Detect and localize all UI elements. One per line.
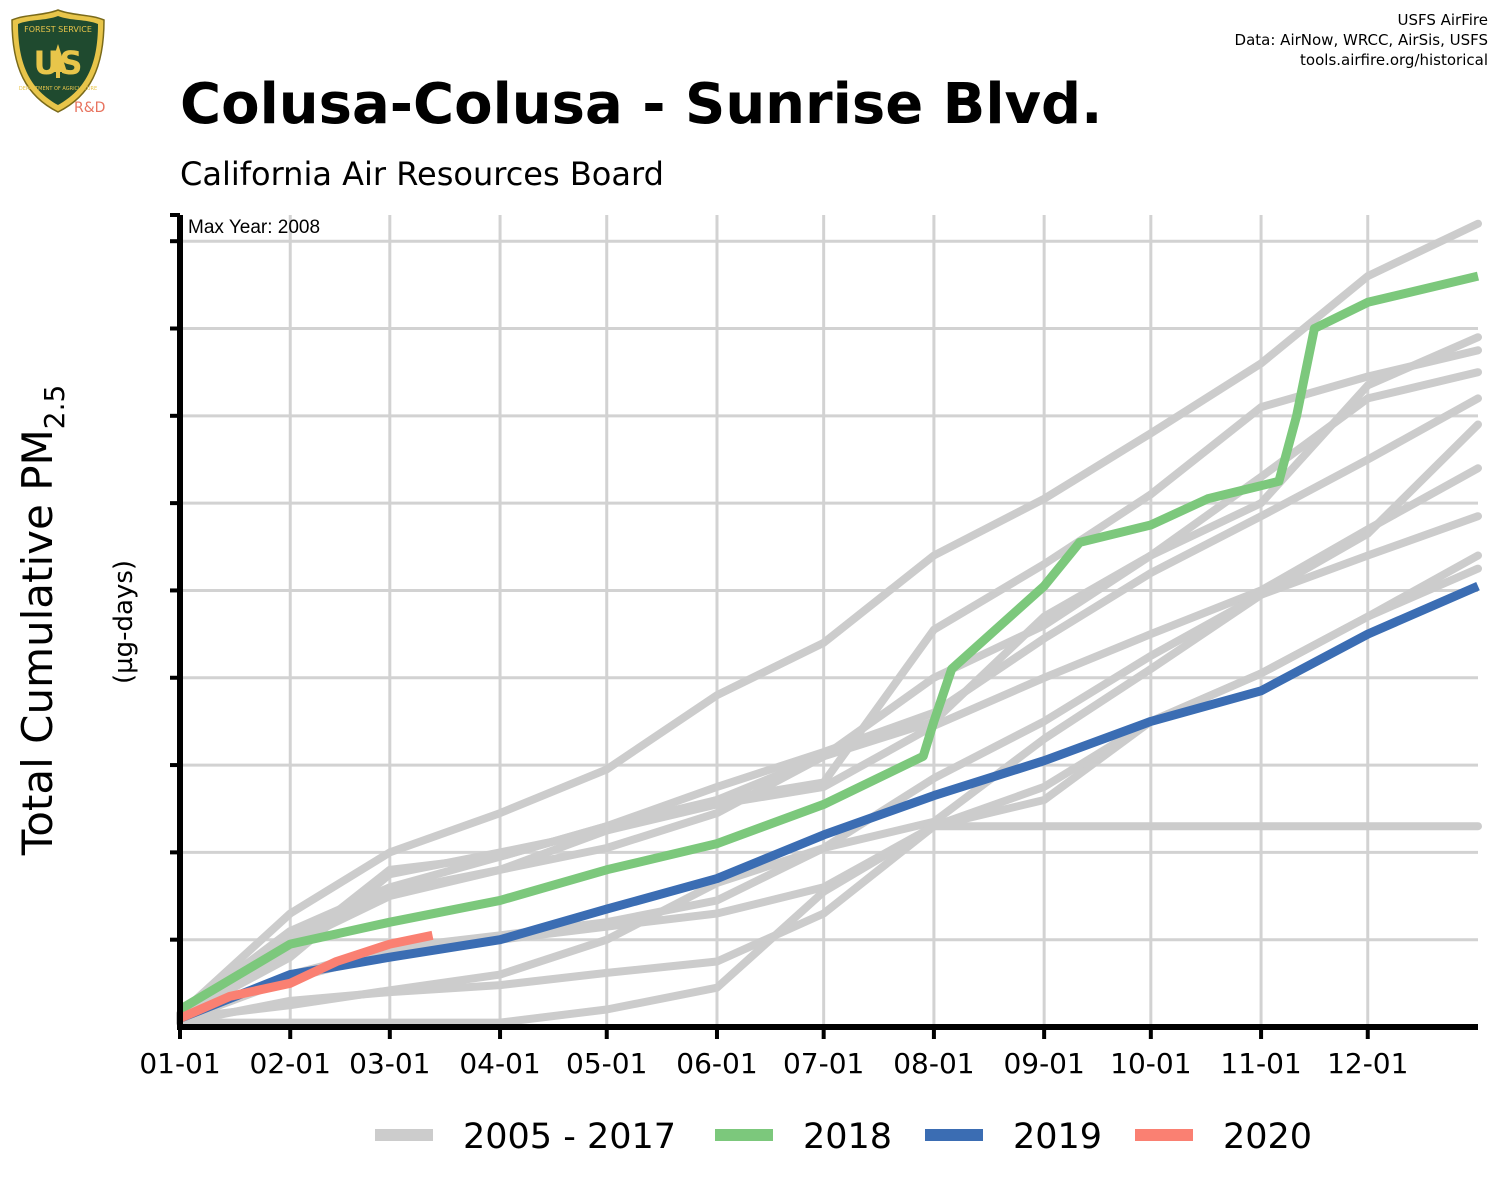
legend: 2005 - 2017 2018 2019 2020 [375,1117,1312,1157]
x-tick-label: 09-01 [1003,1047,1084,1080]
logo-text-top: FOREST SERVICE [24,25,92,34]
historical-line [176,219,1482,1018]
x-tick-label: 05-01 [566,1047,647,1080]
historical-line [176,368,1482,1021]
y-axis-units: (µg-days) [109,560,139,684]
svg-text:Total Cumulative PM2.5: Total Cumulative PM2.5 [13,385,71,857]
series-line-2019 [178,581,1480,1023]
y-axis-title-main: Total Cumulative PM [13,429,62,856]
historical-series-group [176,219,1482,1027]
highlight-series-group [177,271,1480,1023]
y-axis-title-subscript: 2.5 [38,385,71,430]
x-tick-label: 11-01 [1220,1047,1301,1080]
x-ticks: 01-01 02-01 03-01 04-01 05-01 06-01 07-01 08-01… [139,1027,1408,1080]
x-tick-label: 01-01 [139,1047,220,1080]
x-tick-label: 03-01 [349,1047,430,1080]
credit-line: tools.airfire.org/historical [1300,51,1488,69]
x-tick-label: 12-01 [1327,1047,1408,1080]
x-tick-label: 08-01 [893,1047,974,1080]
chart-subtitle: California Air Resources Board [180,155,664,193]
gridlines [170,213,1478,1027]
credit-line: Data: AirNow, WRCC, AirSis, USFS [1234,31,1488,49]
y-axis-title: Total Cumulative PM2.5 [13,385,71,857]
x-tick-label: 10-01 [1110,1047,1191,1080]
series-line-2018 [177,271,1480,1014]
forest-service-shield-logo: FOREST SERVICE US DEPARTMENT OF AGRICULT… [11,9,105,113]
x-tick-label: 04-01 [459,1047,540,1080]
legend-label: 2020 [1223,1117,1312,1157]
logo-text-bottom: DEPARTMENT OF AGRICULTURE [19,86,97,92]
historical-line [176,822,1482,1027]
logo-rd-label: R&D [74,100,106,116]
data-credits: USFS AirFire Data: AirNow, WRCC, AirSis,… [1235,10,1488,70]
x-tick-label: 02-01 [250,1047,331,1080]
max-year-annotation: Max Year: 2008 [188,217,320,238]
legend-label: 2005 - 2017 [463,1117,676,1157]
chart-title: Colusa-Colusa - Sunrise Blvd. [180,72,1103,137]
historical-line [176,420,1482,1023]
credit-line: USFS AirFire [1397,11,1488,29]
x-tick-label: 06-01 [676,1047,757,1080]
x-tick-label: 07-01 [783,1047,864,1080]
historical-line [176,394,1482,1021]
historical-line [176,464,1482,1021]
legend-label: 2019 [1013,1117,1102,1157]
legend-label: 2018 [803,1117,892,1157]
series-line-2020 [178,930,434,1023]
